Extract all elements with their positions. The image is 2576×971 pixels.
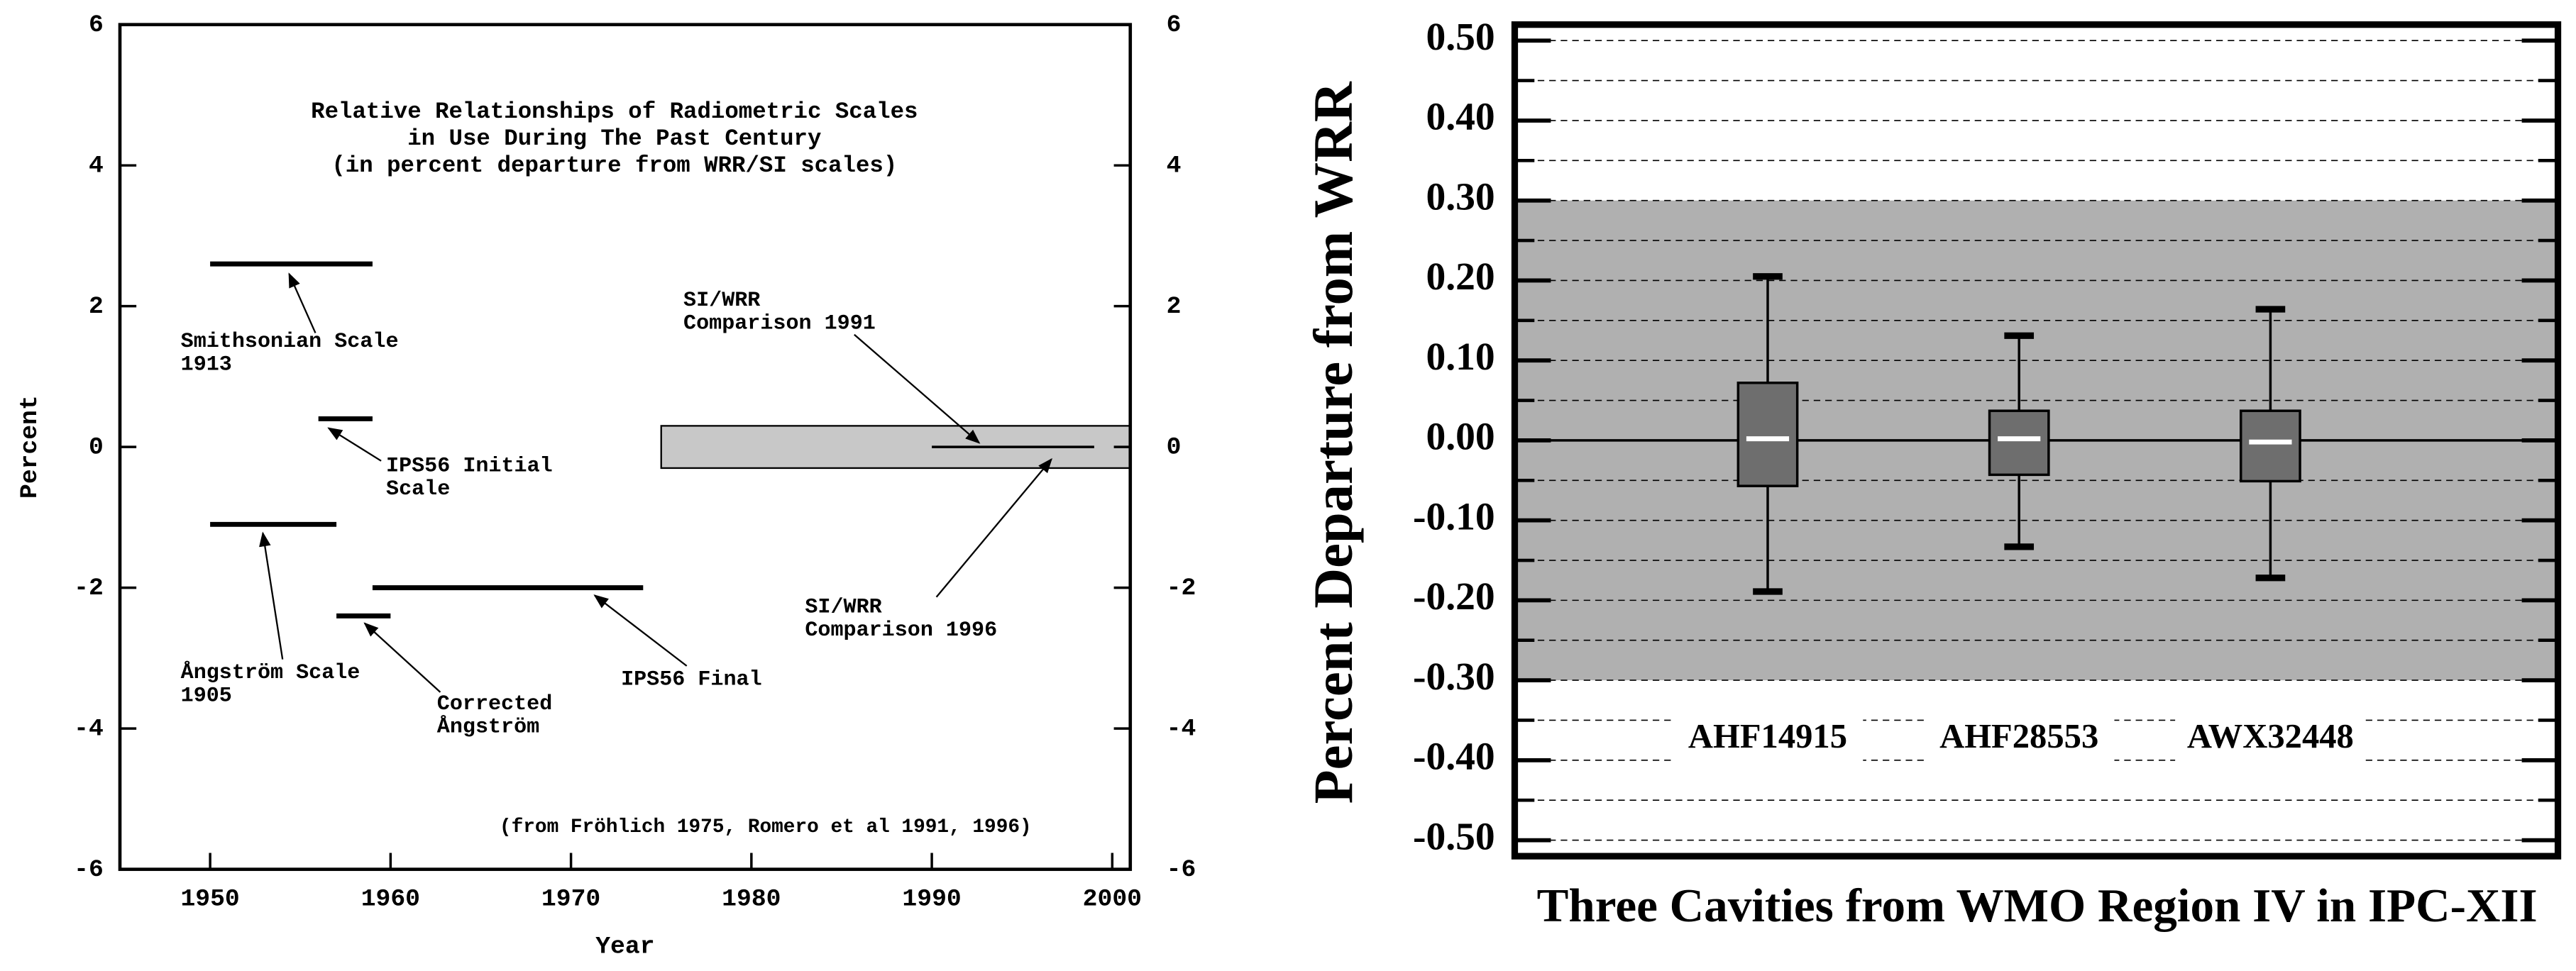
y2-tick-label: 2 [1167, 293, 1182, 321]
x-tick-label: 1960 [361, 885, 420, 913]
y-tick-label: 0.00 [1426, 416, 1495, 459]
annotation: 1913 [181, 353, 232, 377]
label-background [2175, 718, 2366, 761]
y2-tick-label: -4 [1167, 715, 1196, 743]
y-tick-label: -0.20 [1413, 575, 1495, 618]
y-tick-label: -6 [74, 856, 104, 884]
y-tick-label: -0.40 [1413, 736, 1495, 779]
chart-title: in Use During The Past Century [407, 126, 821, 152]
y-tick-label: 0.50 [1426, 16, 1495, 59]
annotation: Comparison 1996 [805, 618, 997, 643]
annotation: IPS56 Final [621, 667, 762, 692]
annotation-arrow [259, 531, 284, 660]
x-tick-label: 1990 [902, 885, 961, 913]
y-tick-label: 0.20 [1426, 255, 1495, 299]
y2-tick-label: 4 [1167, 152, 1182, 179]
x-tick-label: 1950 [180, 885, 239, 913]
plot-frame [1511, 21, 2562, 860]
y2-tick-label: 0 [1167, 433, 1182, 461]
x-axis-label: Three Cavities from WMO Region IV in IPC… [1537, 879, 2538, 932]
annotation: Scale [386, 477, 450, 501]
box [1736, 382, 1799, 487]
annotation: Ångström [437, 715, 539, 739]
y-tick-label: 4 [89, 152, 104, 179]
source-note: (from Fröhlich 1975, Romero et al 1991, … [500, 816, 1032, 838]
annotation-arrow [363, 622, 441, 693]
y2-tick-label: 6 [1167, 11, 1182, 39]
label-background [1923, 718, 2115, 761]
y-tick-label: -0.30 [1413, 655, 1495, 699]
y-axis-label: Percent [16, 395, 44, 499]
annotation: IPS56 Initial [386, 455, 553, 479]
label-background [1672, 718, 1864, 761]
y-tick-label: 6 [89, 11, 104, 39]
chart-title: Relative Relationships of Radiometric Sc… [311, 99, 918, 125]
y-tick-label: 0.10 [1426, 335, 1495, 379]
category-label: AHF28553 [1939, 717, 2098, 755]
annotation: Comparison 1991 [683, 312, 876, 336]
y-axis-label: Percent Departure from WRR [1303, 81, 1365, 804]
annotation: SI/WRR [683, 289, 761, 313]
y-tick-label: -2 [74, 575, 104, 602]
y2-tick-label: -6 [1167, 856, 1196, 884]
y-tick-label: 0.40 [1426, 96, 1495, 139]
y-tick-label: -0.50 [1413, 815, 1495, 858]
box [2239, 409, 2301, 483]
y-tick-label: 0.30 [1426, 175, 1495, 218]
y-tick-label: -4 [74, 715, 104, 743]
x-tick-label: 1980 [722, 885, 781, 913]
annotation: Ångström Scale [181, 661, 360, 685]
x-tick-label: 2000 [1083, 885, 1142, 913]
y2-tick-label: -2 [1167, 575, 1196, 602]
x-tick-label: 1970 [541, 885, 600, 913]
annotation-arrow [288, 272, 317, 333]
annotation: Corrected [437, 692, 552, 716]
category-label: AWX32448 [2187, 717, 2354, 755]
annotation: 1905 [181, 684, 232, 708]
annotation-arrow [854, 333, 981, 444]
y-tick-label: 0 [89, 433, 104, 461]
y-tick-label: 2 [89, 293, 104, 321]
category-label: AHF14915 [1688, 717, 1847, 755]
box [1988, 409, 2050, 477]
annotation: Smithsonian Scale [181, 330, 399, 354]
annotation: SI/WRR [805, 596, 882, 620]
y-tick-label: -0.10 [1413, 495, 1495, 538]
chart-title: (in percent departure from WRR/SI scales… [331, 152, 897, 179]
annotation-arrow [935, 457, 1052, 598]
annotation-arrow [327, 427, 382, 462]
annotation-arrow [593, 594, 688, 667]
x-axis-label: Year [595, 933, 654, 960]
